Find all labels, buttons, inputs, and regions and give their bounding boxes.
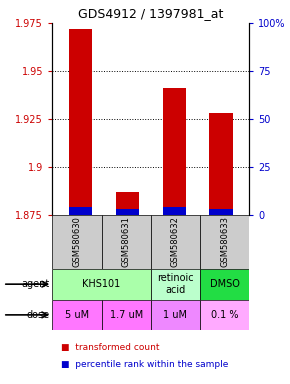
Text: 1 uM: 1 uM xyxy=(164,310,187,320)
Bar xyxy=(116,209,139,215)
Bar xyxy=(200,269,249,300)
Text: ■  transformed count: ■ transformed count xyxy=(61,343,160,352)
Text: GSM580632: GSM580632 xyxy=(171,217,180,267)
Bar xyxy=(69,207,92,215)
Text: GSM580631: GSM580631 xyxy=(122,217,131,267)
Text: 5 uM: 5 uM xyxy=(65,310,89,320)
Text: KHS101: KHS101 xyxy=(82,279,121,289)
Bar xyxy=(200,300,249,330)
Text: DMSO: DMSO xyxy=(210,279,240,289)
Text: ■  percentile rank within the sample: ■ percentile rank within the sample xyxy=(61,360,228,369)
Bar xyxy=(162,88,186,215)
Bar xyxy=(151,215,200,269)
Text: dose: dose xyxy=(26,310,49,320)
Bar xyxy=(102,300,151,330)
Bar xyxy=(102,215,151,269)
Bar xyxy=(52,300,102,330)
Bar xyxy=(151,300,200,330)
Text: 0.1 %: 0.1 % xyxy=(211,310,238,320)
Text: 1.7 uM: 1.7 uM xyxy=(110,310,143,320)
Text: GSM580630: GSM580630 xyxy=(72,217,81,267)
Text: retinoic
acid: retinoic acid xyxy=(157,273,194,295)
Bar xyxy=(52,269,151,300)
Title: GDS4912 / 1397981_at: GDS4912 / 1397981_at xyxy=(78,7,224,20)
Bar xyxy=(200,215,249,269)
Text: agent: agent xyxy=(21,279,49,289)
Bar xyxy=(69,29,92,215)
Bar xyxy=(116,192,139,215)
Bar xyxy=(162,207,186,215)
Bar xyxy=(52,215,102,269)
Text: GSM580633: GSM580633 xyxy=(220,217,229,267)
Bar xyxy=(209,209,233,215)
Bar xyxy=(209,113,233,215)
Bar xyxy=(151,269,200,300)
